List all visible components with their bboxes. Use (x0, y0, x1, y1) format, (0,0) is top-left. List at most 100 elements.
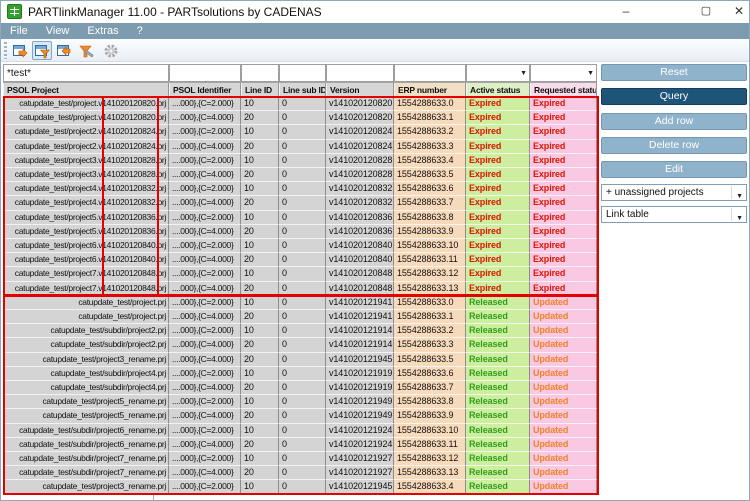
table-cell: 1554288633.13 (394, 281, 466, 296)
table-row[interactable]: catupdate_test/project3.v141020120828.pr… (3, 168, 597, 183)
table-row[interactable]: catupdate_test/subdir/project7_rename.pr… (3, 466, 597, 481)
table-cell: catupdate_test/project7.v141020120848.pr… (3, 281, 169, 296)
clear-filter-icon[interactable] (76, 41, 96, 60)
table-row[interactable]: catupdate_test/project.v141020120820.prj… (3, 97, 597, 112)
table-row[interactable]: catupdate_test/project3.v141020120828.pr… (3, 153, 597, 169)
column-header-requested-status[interactable]: Requested status (530, 83, 597, 97)
maximize-button[interactable]: ▢ (700, 5, 712, 17)
column-header-psol-identifier[interactable]: PSOL Identifier (169, 83, 241, 97)
table-row[interactable]: catupdate_test/project5.v141020120836.pr… (3, 224, 597, 240)
table-cell: v141020121919 (326, 381, 394, 396)
menu-view[interactable]: View (45, 25, 70, 37)
filter-line-id-input[interactable] (241, 64, 279, 82)
table-cell: 10 (241, 395, 279, 410)
table-row[interactable]: catupdate_test/project6.v141020120840.pr… (3, 239, 597, 254)
filter-psol-identifier-input[interactable] (169, 64, 241, 82)
table-row[interactable]: catupdate_test/project4.v141020120832.pr… (3, 182, 597, 197)
column-header-version[interactable]: Version (326, 83, 394, 97)
menu-help[interactable]: ? (136, 25, 143, 37)
column-header-psol-project[interactable]: PSOL Project (3, 83, 169, 97)
table-cell: ....000},{C=4.000} (169, 196, 241, 211)
column-header-erp-number[interactable]: ERP number (394, 83, 466, 97)
table-cell: v141020121914 (326, 324, 394, 339)
filter-active-status-select[interactable]: ▼ (466, 64, 530, 82)
table-cell: Expired (530, 281, 597, 296)
unassigned-projects-select[interactable]: + unassigned projects ▼ (601, 184, 747, 201)
table-cell: ....000},{C=4.000} (169, 168, 241, 183)
table-row[interactable]: catupdate_test/project.v141020120820.prj… (3, 111, 597, 126)
table-row[interactable]: catupdate_test/project5_rename.prj ....00… (3, 409, 597, 424)
table-row[interactable]: catupdate_test/project4.v141020120832.pr… (3, 196, 597, 211)
toolbar-drag-handle[interactable] (4, 42, 7, 59)
menu-file[interactable]: File (10, 25, 28, 37)
table-row[interactable]: catupdate_test/subdir/project6_rename.pr… (3, 437, 597, 453)
column-header-active-status[interactable]: Active status (466, 83, 530, 97)
delete-row-button[interactable]: Delete row (601, 137, 747, 154)
table-cell: catupdate_test/project.v141020120820.prj (3, 97, 169, 112)
filter-line-sub-id-input[interactable] (279, 64, 326, 82)
table-cell: Expired (530, 97, 597, 112)
table-cell: 1554288633.0 (394, 97, 466, 112)
table-row[interactable]: catupdate_test/subdir/project2.prj ....00… (3, 338, 597, 353)
settings-gear-icon[interactable] (101, 41, 121, 60)
table-row[interactable]: catupdate_test/subdir/project4.prj ....00… (3, 381, 597, 396)
open-table-window-icon[interactable] (54, 41, 74, 60)
table-cell: catupdate_test/project5_rename.prj (3, 409, 169, 424)
table-row[interactable]: catupdate_test/project6.v141020120840.pr… (3, 253, 597, 268)
table-row[interactable]: catupdate_test/project5_rename.prj ....00… (3, 395, 597, 410)
table-cell: 0 (279, 381, 326, 396)
table-cell: ....000},{C=4.000} (169, 338, 241, 353)
close-button[interactable]: ✕ (733, 4, 745, 18)
table-row[interactable]: catupdate_test/project3_rename.prj ....00… (3, 480, 597, 495)
menu-extras[interactable]: Extras (87, 25, 119, 37)
table-cell: Expired (466, 111, 530, 126)
table-cell: 1554288633.3 (394, 338, 466, 353)
table-cell: 20 (241, 139, 279, 154)
column-header-line-sub-id[interactable]: Line sub ID (279, 83, 326, 97)
table-row[interactable]: catupdate_test/project2.v141020120824.pr… (3, 125, 597, 140)
table-cell: Expired (530, 153, 597, 169)
table-cell: 10 (241, 366, 279, 382)
table-cell: ....000},{C=2.000} (169, 452, 241, 467)
filter-link-table-icon[interactable] (32, 41, 52, 60)
table-cell: Released (466, 366, 530, 382)
table-cell: 1554288633.4 (394, 480, 466, 495)
table-row[interactable]: catupdate_test/subdir/project2.prj ....00… (3, 324, 597, 339)
table-row[interactable]: catupdate_test/subdir/project7_rename.pr… (3, 452, 597, 467)
table-cell: Updated (530, 437, 597, 453)
table-cell: Updated (530, 395, 597, 410)
table-row[interactable]: catupdate_test/project3_rename.prj ....00… (3, 352, 597, 367)
table-cell: 1554288633.7 (394, 381, 466, 396)
table-cell: 20 (241, 111, 279, 126)
table-cell: Released (466, 395, 530, 410)
query-button[interactable]: Query (601, 88, 747, 105)
table-cell: 20 (241, 466, 279, 481)
link-table-select[interactable]: Link table ▼ (601, 206, 747, 223)
filter-requested-status-select[interactable]: ▼ (530, 64, 597, 82)
table-row[interactable]: catupdate_test/project7.v141020120848.pr… (3, 281, 597, 296)
column-header-line-id[interactable]: Line ID (241, 83, 279, 97)
filter-psol-project-input[interactable] (3, 64, 169, 82)
edit-button[interactable]: Edit (601, 161, 747, 178)
table-cell: 20 (241, 310, 279, 325)
table-cell: 1554288633.8 (394, 395, 466, 410)
column-divider-line (153, 495, 154, 500)
table-cell: 1554288633.3 (394, 139, 466, 154)
minimize-button[interactable]: – (622, 4, 630, 18)
table-row[interactable]: catupdate_test/project.prj ....000},{C=2.… (3, 295, 597, 311)
link-table-window-icon[interactable] (10, 41, 30, 60)
add-row-button[interactable]: Add row (601, 113, 747, 130)
table-row[interactable]: catupdate_test/project7.v141020120848.pr… (3, 267, 597, 282)
table-cell: 1554288633.13 (394, 466, 466, 481)
table-row[interactable]: catupdate_test/project.prj ....000},{C=4.… (3, 310, 597, 325)
table-row[interactable]: catupdate_test/project5.v141020120836.pr… (3, 210, 597, 225)
table-cell: Released (466, 466, 530, 481)
table-cell: 0 (279, 125, 326, 140)
table-row[interactable]: catupdate_test/subdir/project4.prj ....00… (3, 366, 597, 382)
table-cell: v141020120840 (326, 253, 394, 268)
table-row[interactable]: catupdate_test/project2.v141020120824.pr… (3, 139, 597, 154)
filter-version-input[interactable] (326, 64, 394, 82)
filter-erp-number-input[interactable] (394, 64, 466, 82)
reset-button[interactable]: Reset (601, 64, 747, 81)
table-row[interactable]: catupdate_test/subdir/project6_rename.pr… (3, 423, 597, 438)
